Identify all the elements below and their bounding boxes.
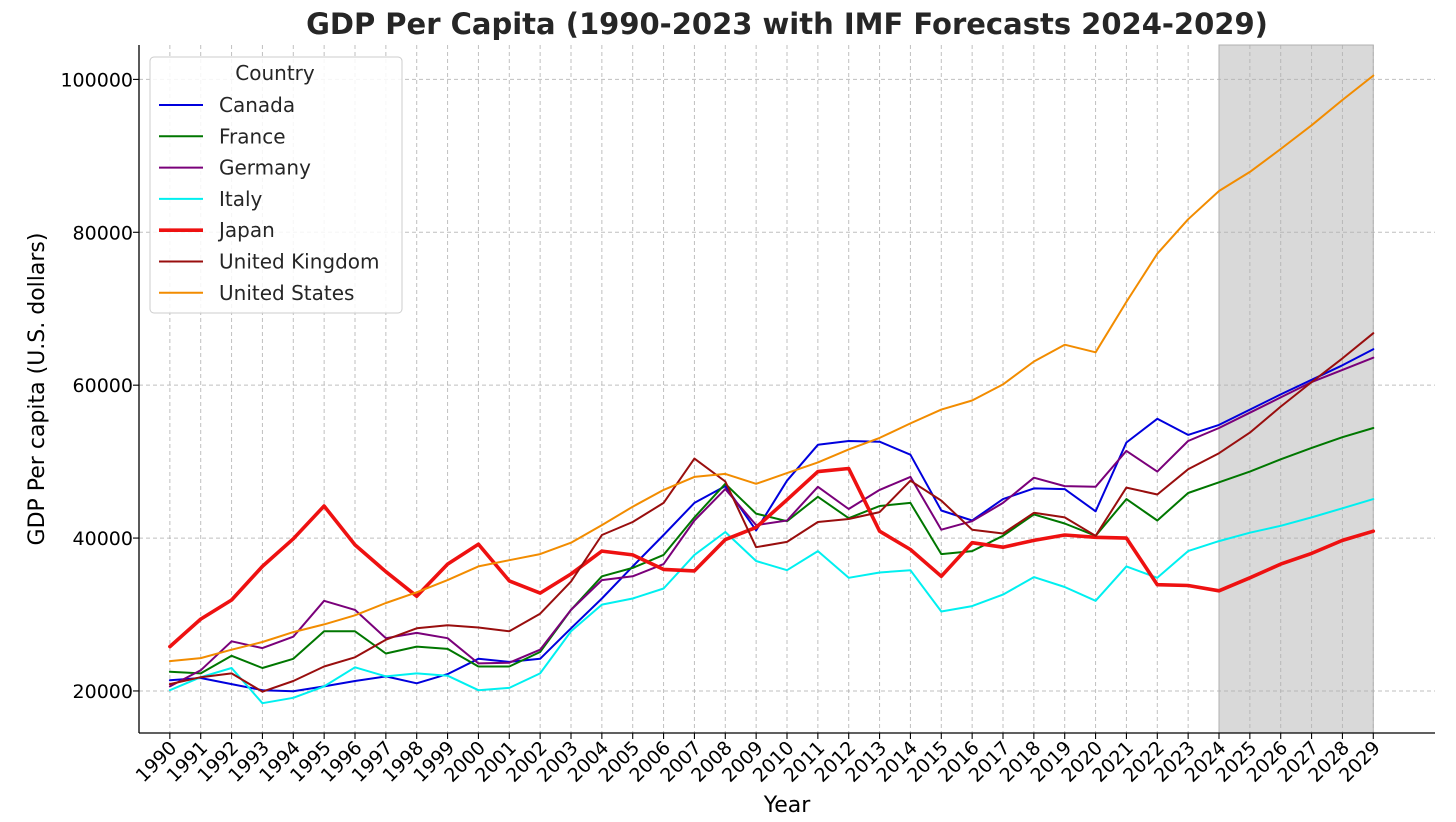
legend-label: Italy [219,187,263,211]
y-tick-label: 80000 [73,222,133,244]
chart-title: GDP Per Capita (1990-2023 with IMF Forec… [306,7,1268,41]
legend-title: Country [235,61,315,85]
series-line-france [168,427,1375,675]
y-axis-label: GDP Per capita (U.S. dollars) [25,233,50,546]
x-axis-label: Year [763,793,812,818]
series-line-japan [168,466,1376,649]
y-tick-label: 20000 [73,681,133,703]
series-line-united-states [168,74,1375,663]
series-line-united-kingdom [168,332,1375,693]
x-tick-labels: 1990199119921993199419951996199719981999… [132,737,1385,787]
legend-label: Germany [219,156,311,180]
y-tick-label: 60000 [73,375,133,397]
legend-items: Canada France Germany Italy Japan United King… [159,93,380,305]
legend-label: United States [219,281,354,305]
axes [133,45,1435,739]
legend-box [149,56,403,314]
series-line-canada [168,348,1375,693]
legend-label: United Kingdom [219,250,380,274]
series-lines [168,74,1376,705]
legend-label: Japan [217,218,275,242]
y-tick-label: 100000 [60,69,133,91]
y-tick-labels: 20000 40000 60000 80000 100000 [60,69,133,703]
legend-label: France [219,124,286,148]
legend: Country Canada France Germany Italy Japan Uni… [149,56,403,314]
legend-label: Canada [219,93,295,117]
y-tick-label: 40000 [73,528,133,550]
series-line-germany [168,356,1375,688]
series-line-italy [168,498,1375,705]
